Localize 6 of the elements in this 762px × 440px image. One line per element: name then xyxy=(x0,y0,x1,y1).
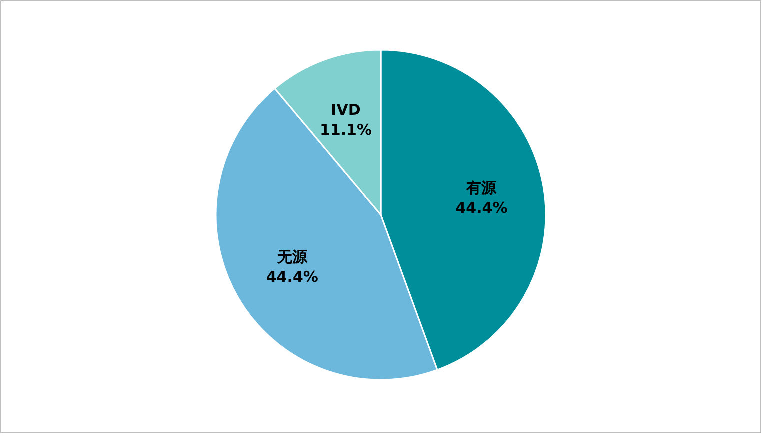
slice-label: 无源 xyxy=(276,248,308,266)
data-label: 44.4% xyxy=(266,268,318,286)
data-label: 11.1% xyxy=(320,120,372,139)
slice-label: 有源 xyxy=(466,179,498,198)
data-label: 44.4% xyxy=(456,199,508,218)
slice-label: IVD xyxy=(331,100,361,119)
